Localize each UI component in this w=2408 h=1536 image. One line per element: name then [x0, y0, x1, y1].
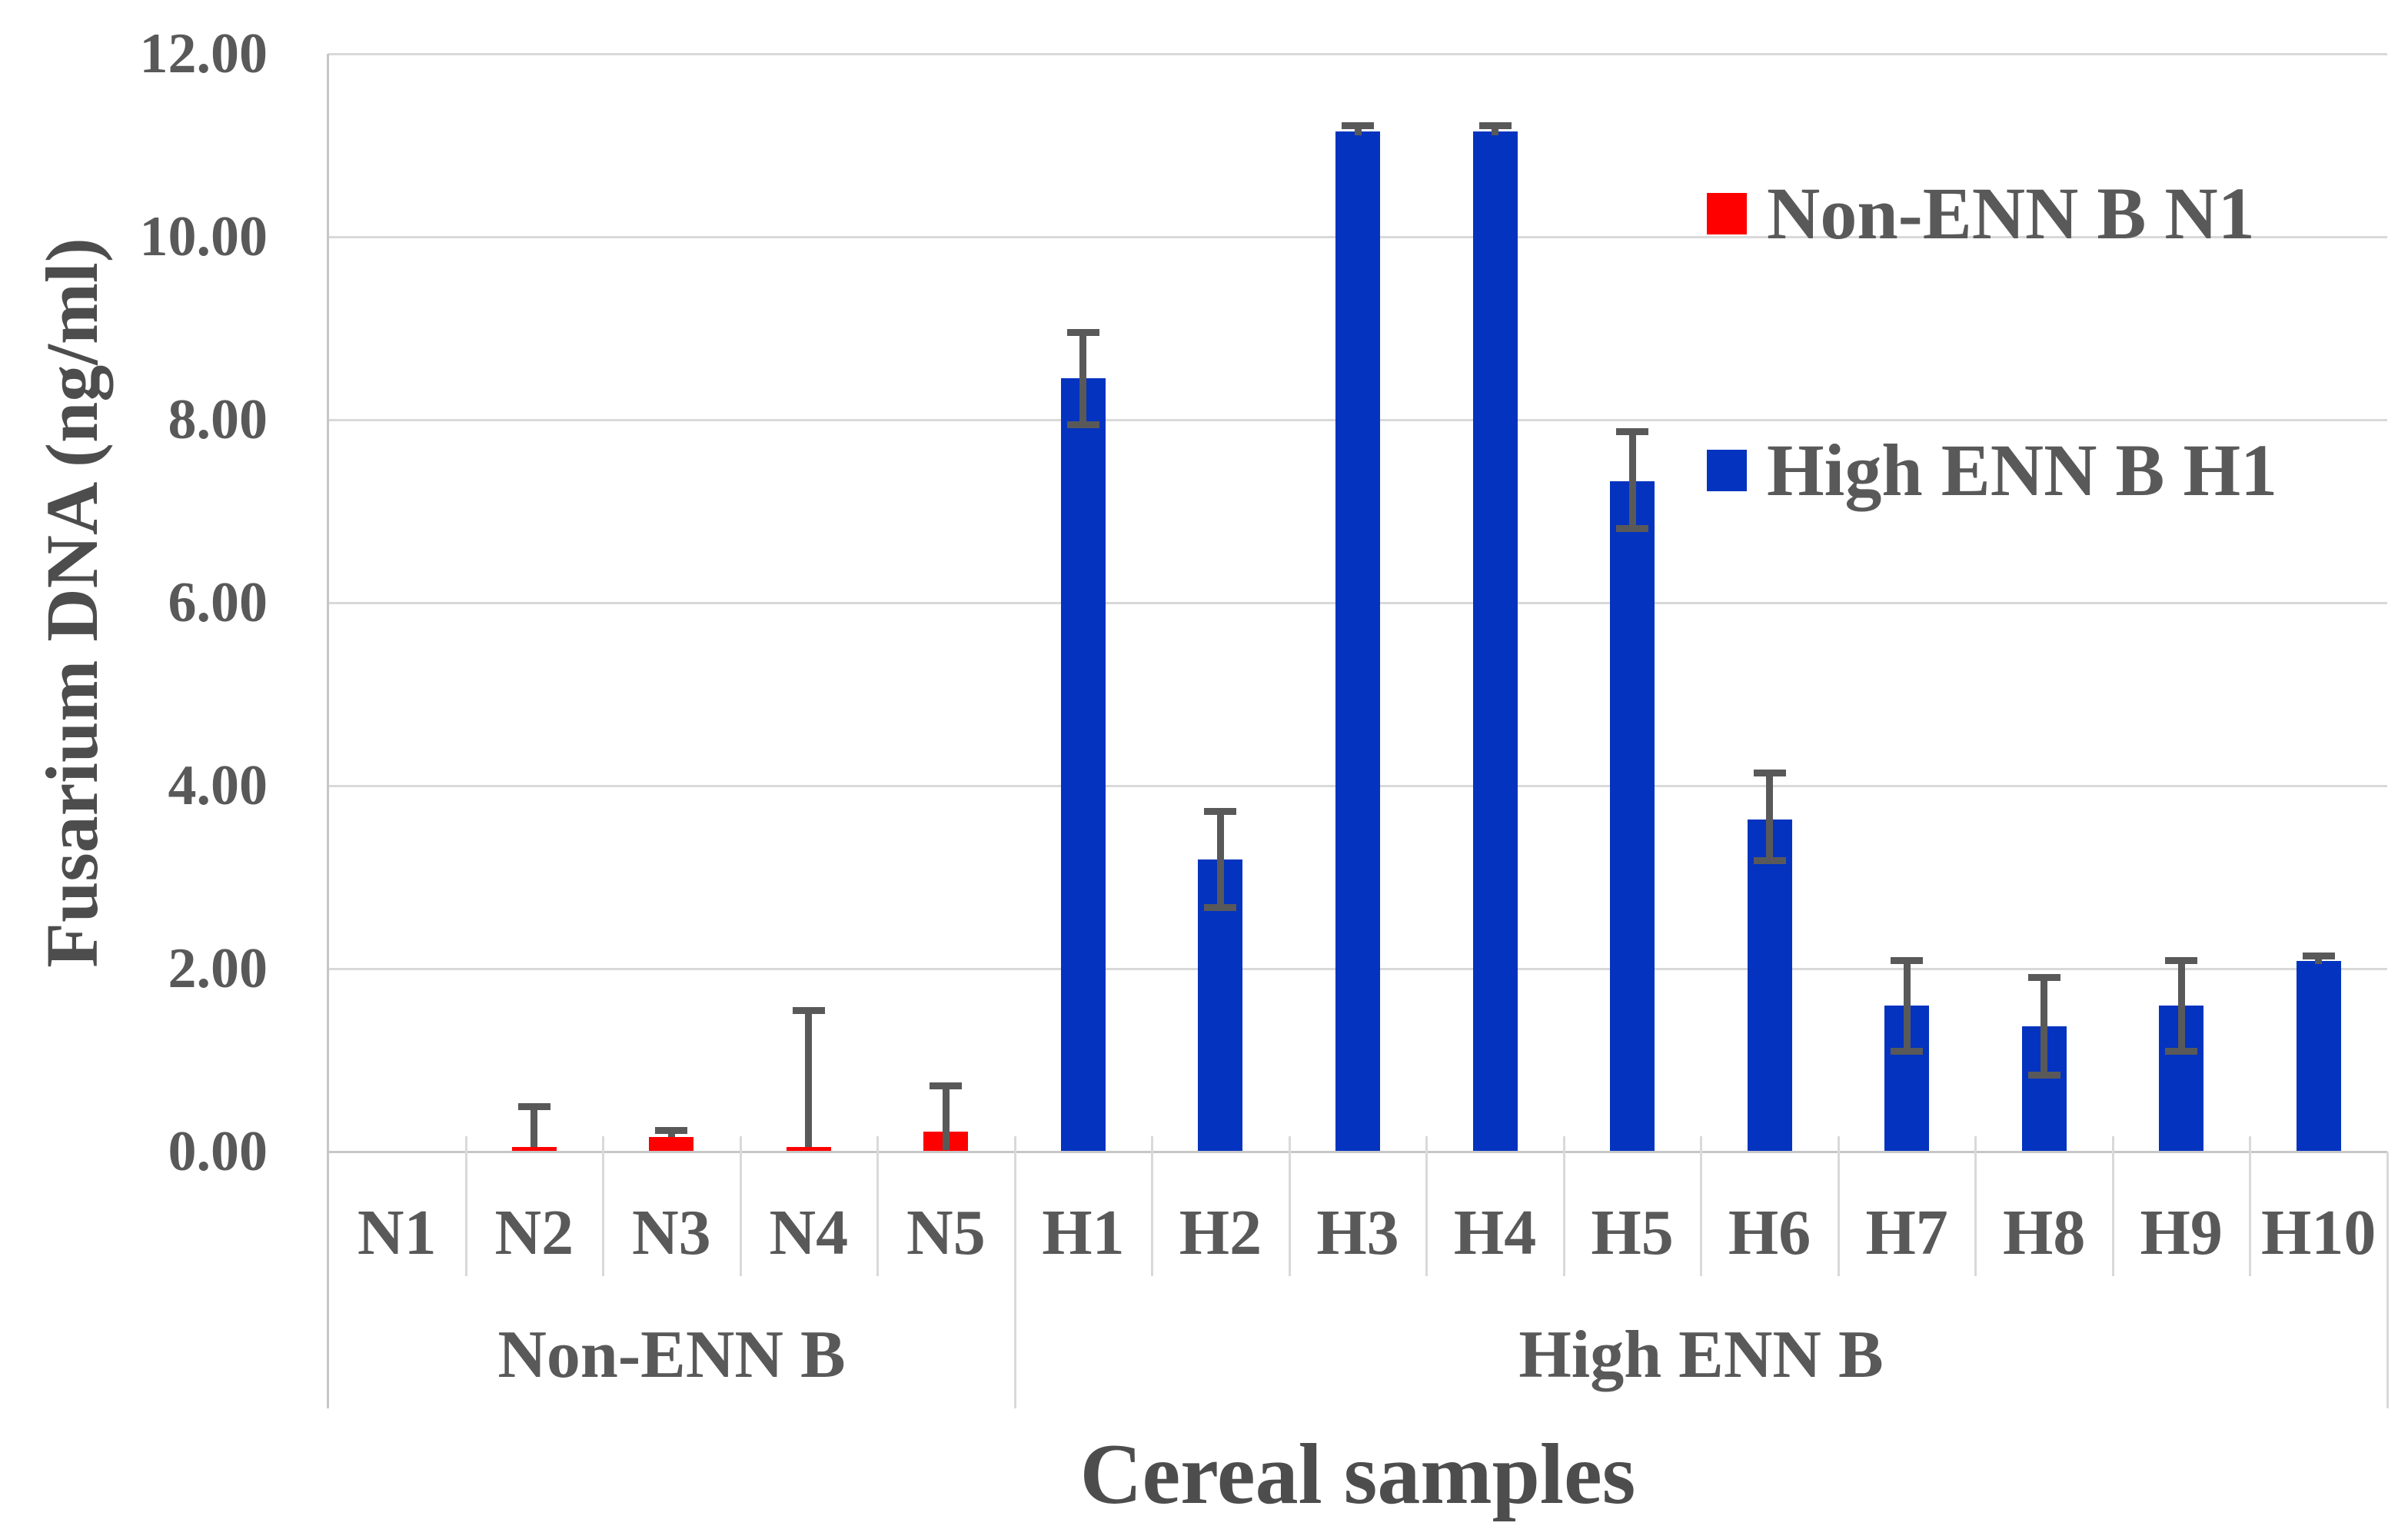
category-tick-11 [1837, 1136, 1840, 1276]
group-label-high-enn-b: High ENN B [1518, 1318, 1884, 1392]
category-label-H7: H7 [1865, 1197, 1948, 1268]
category-label-N5: N5 [906, 1197, 986, 1268]
y-axis-line [327, 54, 329, 1408]
error-cap-top-H9 [2165, 956, 2198, 964]
error-cap-bottom-H6 [1753, 857, 1786, 865]
bar-N2 [511, 1147, 557, 1152]
error-cap-bottom-H8 [2027, 1071, 2060, 1079]
error-whisker-H8 [2040, 979, 2048, 1073]
error-cap-bottom-H7 [1891, 1047, 1924, 1055]
y-tick-label-6.00: 6.00 [168, 571, 268, 634]
y-tick-label-2.00: 2.00 [168, 937, 268, 1000]
legend-label-non-enn-b: Non-ENN B N1 [1767, 172, 2255, 254]
category-tick-14 [2249, 1136, 2252, 1276]
error-cap-top-H7 [1891, 956, 1924, 964]
error-whisker-N3 [667, 1132, 675, 1137]
category-label-N4: N4 [769, 1197, 849, 1268]
bar-H6 [1747, 820, 1792, 1152]
legend-entry-high-enn-b: High ENN B H1 [1707, 432, 2277, 509]
bar-H1 [1060, 378, 1106, 1152]
error-cap-top-N4 [792, 1007, 825, 1015]
category-tick-3 [739, 1136, 742, 1276]
error-cap-bottom-H5 [1616, 525, 1649, 533]
legend-swatch-red [1707, 193, 1747, 234]
category-tick-1 [464, 1136, 467, 1276]
error-whisker-H1 [1079, 334, 1087, 423]
group-divider-line [1013, 1136, 1016, 1408]
error-whisker-N5 [942, 1087, 950, 1150]
category-label-H4: H4 [1453, 1197, 1537, 1268]
error-cap-bottom-H9 [2165, 1047, 2198, 1055]
y-tick-label-8.00: 8.00 [168, 388, 268, 451]
error-cap-top-H3 [1342, 122, 1374, 130]
category-label-H5: H5 [1591, 1197, 1674, 1268]
error-whisker-N4 [805, 1012, 813, 1148]
category-tick-10 [1700, 1136, 1703, 1276]
y-tick-label-0.00: 0.00 [168, 1120, 268, 1183]
category-label-N2: N2 [494, 1197, 574, 1268]
category-tick-8 [1425, 1136, 1429, 1276]
error-whisker-H7 [1903, 962, 1911, 1049]
category-tick-7 [1288, 1136, 1291, 1276]
bar-H4 [1472, 131, 1518, 1152]
error-cap-top-H5 [1616, 427, 1649, 435]
error-whisker-H10 [2315, 957, 2323, 965]
category-label-H9: H9 [2140, 1197, 2223, 1268]
category-label-N1: N1 [357, 1197, 437, 1268]
error-whisker-H2 [1216, 813, 1224, 906]
legend-swatch-blue [1707, 450, 1747, 491]
error-whisker-H5 [1628, 433, 1636, 527]
bar-N4 [786, 1147, 831, 1152]
bar-H10 [2296, 961, 2341, 1152]
error-whisker-H4 [1492, 128, 1499, 135]
y-tick-label-12.00: 12.00 [139, 22, 268, 85]
y-tick-label-4.00: 4.00 [168, 754, 268, 817]
bar-N3 [649, 1137, 694, 1152]
legend-entry-non-enn-b: Non-ENN B N1 [1707, 175, 2255, 252]
error-cap-top-H8 [2027, 974, 2060, 982]
error-cap-top-H4 [1478, 122, 1512, 130]
x-axis-line [328, 1151, 2387, 1153]
category-label-H2: H2 [1179, 1197, 1262, 1268]
error-cap-top-H10 [2302, 952, 2335, 959]
error-cap-top-N3 [655, 1127, 688, 1134]
legend-label-high-enn-b: High ENN B H1 [1767, 429, 2278, 511]
category-tick-12 [1974, 1136, 1977, 1276]
error-cap-top-N5 [930, 1082, 963, 1089]
category-label-H6: H6 [1728, 1197, 1811, 1268]
y-tick-label-10.00: 10.00 [139, 205, 268, 268]
error-whisker-H6 [1766, 774, 1774, 859]
category-tick-4 [876, 1136, 880, 1276]
error-whisker-H9 [2177, 962, 2185, 1049]
category-label-H10: H10 [2261, 1197, 2376, 1268]
group-label-non-enn-b: Non-ENN B [497, 1318, 846, 1392]
category-label-H8: H8 [2002, 1197, 2086, 1268]
error-cap-top-H2 [1204, 807, 1237, 815]
category-tick-13 [2111, 1136, 2114, 1276]
error-cap-bottom-H1 [1066, 421, 1099, 428]
bar-H3 [1335, 131, 1380, 1152]
error-whisker-N2 [530, 1109, 538, 1148]
error-cap-top-N2 [517, 1103, 550, 1111]
category-label-N3: N3 [631, 1197, 711, 1268]
error-cap-top-H6 [1753, 769, 1786, 776]
group-divider-line-right [2386, 1152, 2389, 1408]
error-whisker-H3 [1354, 128, 1362, 135]
category-tick-9 [1562, 1136, 1565, 1276]
category-label-H1: H1 [1042, 1197, 1125, 1268]
category-tick-2 [602, 1136, 605, 1276]
error-cap-top-H1 [1066, 329, 1099, 337]
bar-H5 [1610, 481, 1655, 1152]
category-label-H3: H3 [1316, 1197, 1399, 1268]
x-axis-title: Cereal samples [1079, 1427, 1636, 1522]
error-cap-bottom-H2 [1204, 903, 1237, 911]
category-tick-6 [1151, 1136, 1154, 1276]
gridline-y-12.00 [328, 53, 2387, 55]
